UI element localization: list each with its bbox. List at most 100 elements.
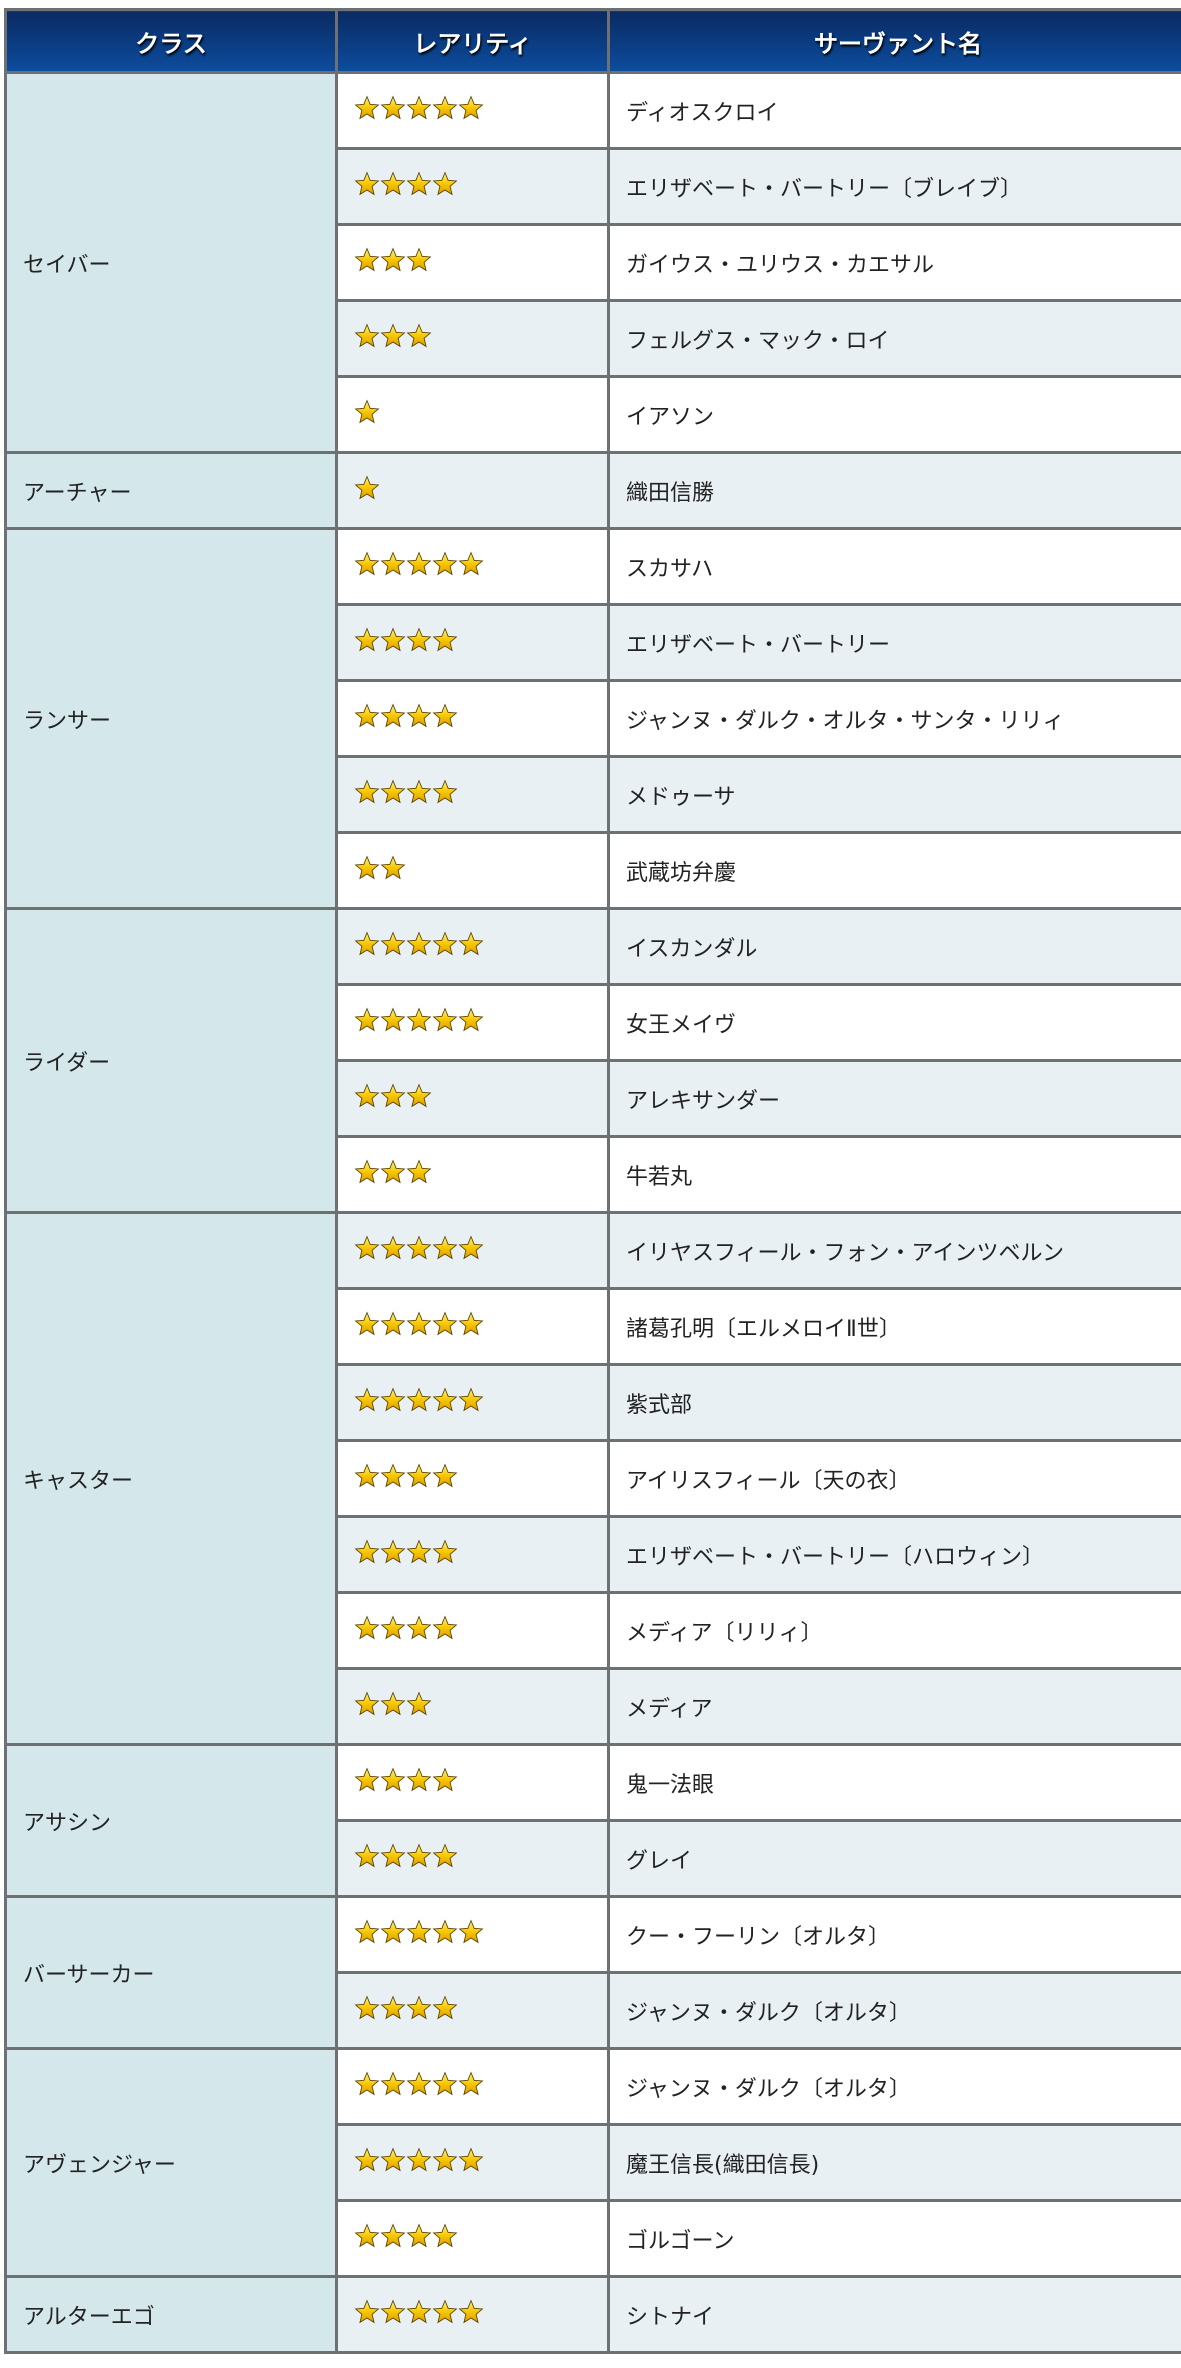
table-row: エリザベート・バートリー	[6, 603, 1181, 682]
rarity-stars	[354, 474, 380, 507]
class-cell: セイバー	[4, 71, 338, 454]
star-icon	[432, 550, 458, 583]
rarity-cell	[335, 527, 610, 606]
star-icon	[432, 2222, 458, 2255]
rarity-cell	[335, 1439, 610, 1518]
class-cell: アサシン	[4, 1743, 338, 1898]
star-icon	[406, 322, 432, 355]
rarity-stars	[354, 1006, 484, 1039]
header-class: クラス	[4, 8, 338, 74]
rarity-stars	[354, 854, 406, 887]
table-row: ジャンヌ・ダルク・オルタ・サンタ・リリィ	[6, 679, 1181, 758]
star-icon	[354, 1842, 380, 1875]
servant-name-cell: イアソン	[607, 375, 1181, 454]
table-row: キャスター イリヤスフィール・フォン・アインツベルン	[4, 1211, 1181, 1746]
rarity-cell	[335, 71, 610, 150]
rarity-cell	[335, 603, 610, 682]
star-icon	[406, 2070, 432, 2103]
servant-name-cell: アイリスフィール〔天の衣〕	[607, 1439, 1181, 1518]
star-icon	[406, 246, 432, 279]
servant-name-cell: 諸葛孔明〔エルメロイⅡ世〕	[607, 1287, 1181, 1366]
rarity-cell	[335, 907, 610, 986]
star-icon	[380, 246, 406, 279]
table-row: 諸葛孔明〔エルメロイⅡ世〕	[6, 1287, 1181, 1366]
servant-name-cell: 武蔵坊弁慶	[607, 831, 1181, 910]
star-icon	[406, 1462, 432, 1495]
star-icon	[432, 1386, 458, 1419]
star-icon	[458, 1386, 484, 1419]
star-icon	[406, 2222, 432, 2255]
star-icon	[354, 2298, 380, 2331]
star-icon	[406, 1158, 432, 1191]
star-icon	[458, 1918, 484, 1951]
star-icon	[380, 626, 406, 659]
star-icon	[432, 170, 458, 203]
star-icon	[406, 778, 432, 811]
star-icon	[458, 1310, 484, 1343]
table-row: 武蔵坊弁慶	[6, 831, 1181, 910]
table-row: アルターエゴ シトナイ	[4, 2275, 1181, 2354]
rarity-stars	[354, 1994, 458, 2027]
rarity-cell	[335, 1515, 610, 1594]
star-icon	[406, 626, 432, 659]
star-icon	[380, 94, 406, 127]
star-icon	[354, 626, 380, 659]
rarity-cell	[335, 1287, 610, 1366]
rarity-stars	[354, 1462, 458, 1495]
star-icon	[406, 1614, 432, 1647]
star-icon	[354, 246, 380, 279]
star-icon	[380, 778, 406, 811]
star-icon	[354, 2222, 380, 2255]
servant-name-cell: メディア	[607, 1667, 1181, 1746]
star-icon	[406, 1386, 432, 1419]
star-icon	[380, 1842, 406, 1875]
star-icon	[380, 1234, 406, 1267]
star-icon	[354, 474, 380, 507]
table-row: アレキサンダー	[6, 1059, 1181, 1138]
rarity-stars	[354, 1766, 458, 1799]
servant-name-cell: グレイ	[607, 1819, 1181, 1898]
star-icon	[406, 550, 432, 583]
star-icon	[458, 1234, 484, 1267]
star-icon	[354, 170, 380, 203]
servant-name-cell: シトナイ	[607, 2275, 1181, 2354]
star-icon	[380, 1082, 406, 1115]
rarity-cell	[335, 1363, 610, 1442]
rarity-stars	[354, 626, 458, 659]
table-row: セイバー ディオスクロイ	[4, 71, 1181, 454]
rarity-stars	[354, 1614, 458, 1647]
star-icon	[406, 1310, 432, 1343]
rarity-stars	[354, 1842, 458, 1875]
star-icon	[458, 2298, 484, 2331]
class-cell: バーサーカー	[4, 1895, 338, 2050]
star-icon	[406, 1006, 432, 1039]
star-icon	[380, 2222, 406, 2255]
rarity-stars	[354, 94, 484, 127]
servant-name-cell: 織田信勝	[607, 451, 1181, 530]
rarity-stars	[354, 1082, 432, 1115]
star-icon	[406, 1082, 432, 1115]
star-icon	[406, 2146, 432, 2179]
rarity-cell	[335, 679, 610, 758]
servant-name-cell: エリザベート・バートリー	[607, 603, 1181, 682]
rarity-cell	[335, 1591, 610, 1670]
servant-name-cell: ゴルゴーン	[607, 2199, 1181, 2278]
star-icon	[432, 1310, 458, 1343]
rarity-stars	[354, 550, 484, 583]
rarity-cell	[335, 223, 610, 302]
class-cell: ライダー	[4, 907, 338, 1214]
table-row: ガイウス・ユリウス・カエサル	[6, 223, 1181, 302]
table-row: 紫式部	[6, 1363, 1181, 1442]
table-row: メディア	[6, 1667, 1181, 1746]
star-icon	[354, 702, 380, 735]
rarity-stars	[354, 398, 380, 431]
star-icon	[354, 1614, 380, 1647]
servant-name-cell: 女王メイヴ	[607, 983, 1181, 1062]
star-icon	[432, 2146, 458, 2179]
star-icon	[406, 2298, 432, 2331]
rarity-stars	[354, 778, 458, 811]
star-icon	[458, 94, 484, 127]
star-icon	[354, 1918, 380, 1951]
rarity-stars	[354, 2222, 458, 2255]
class-cell: アヴェンジャー	[4, 2047, 338, 2278]
